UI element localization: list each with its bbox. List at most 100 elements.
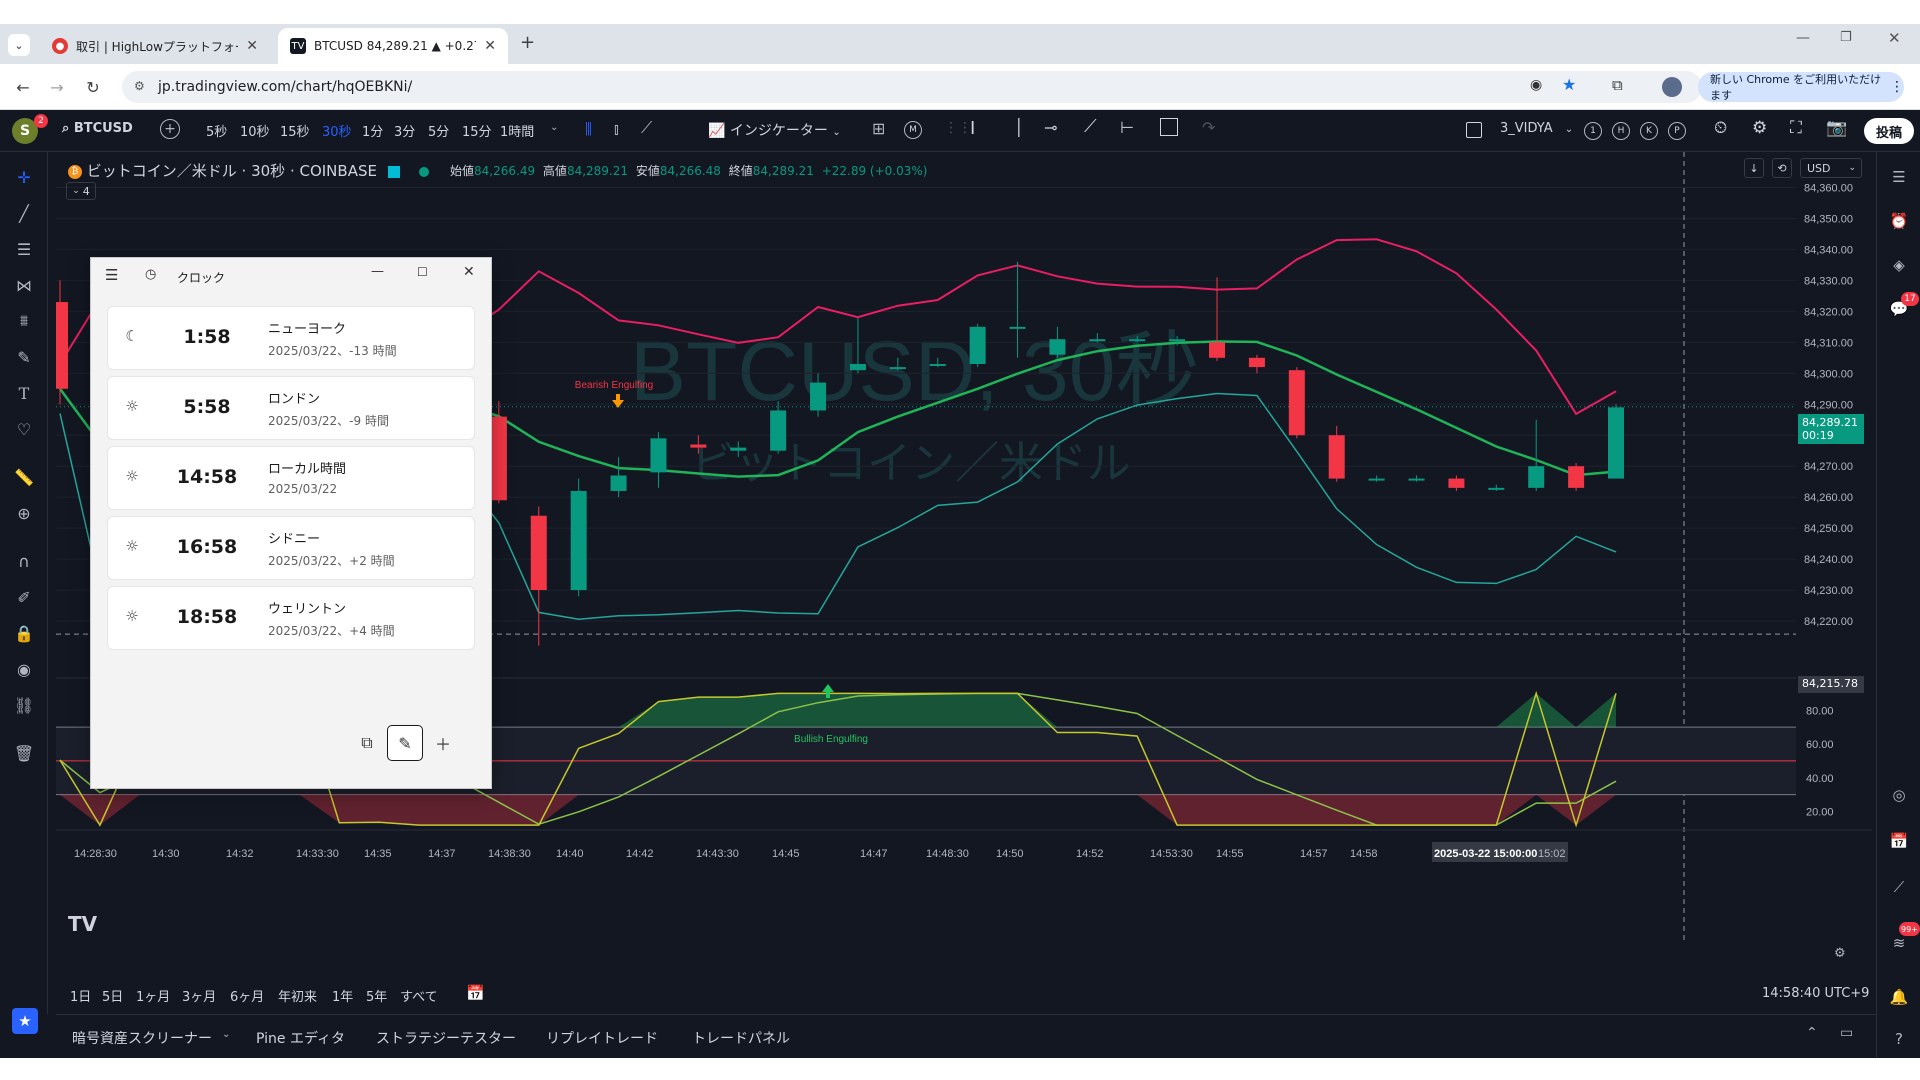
interval-5[interactable]: 3分 xyxy=(394,125,416,140)
text-tool-icon[interactable]: T xyxy=(18,383,30,403)
range-button-0[interactable]: 1日 xyxy=(70,990,92,1005)
range-button-5[interactable]: 年初来 xyxy=(278,990,318,1005)
alert-clock-icon[interactable]: ⏲ xyxy=(1714,118,1728,138)
redo-icon[interactable]: ↷ xyxy=(1202,118,1216,137)
add-clock-button[interactable]: ＋ xyxy=(425,725,461,761)
line-type-icon[interactable]: ⟋ xyxy=(641,118,653,137)
maximize-icon[interactable]: ☐ xyxy=(417,265,428,279)
compare-clocks-button[interactable]: ⧉ xyxy=(349,725,385,761)
scroll-down-icon[interactable]: ↓ xyxy=(1744,158,1764,178)
restore-window-icon[interactable]: ❐ xyxy=(1840,30,1852,45)
favorites-star-button[interactable]: ★ xyxy=(12,1008,38,1034)
close-window-icon[interactable]: ✕ xyxy=(1888,29,1901,47)
bottom-tab-0[interactable]: 暗号資産スクリーナー xyxy=(72,1031,212,1047)
measure-icon[interactable]: ⊢ xyxy=(1120,118,1134,137)
horizontal-ray-icon[interactable]: ⊸ xyxy=(1044,118,1058,137)
bottom-tab-1[interactable]: Pine エディタ xyxy=(256,1031,345,1047)
interval-0[interactable]: 5秒 xyxy=(206,125,228,140)
interval-1[interactable]: 10秒 xyxy=(240,125,270,140)
user-avatar[interactable]: S xyxy=(12,118,38,144)
new-tab-button[interactable]: + xyxy=(520,32,536,53)
extensions-icon[interactable]: ⧉ xyxy=(1612,76,1623,94)
range-button-6[interactable]: 1年 xyxy=(332,990,354,1005)
publish-button[interactable]: 投稿 xyxy=(1864,118,1914,144)
more-menu-icon[interactable]: ⋮ xyxy=(1890,79,1904,95)
close-icon[interactable]: ✕ xyxy=(463,264,475,280)
clock-row[interactable]: ☾ 1:58 ニューヨーク 2025/03/22、-13 時間 xyxy=(107,306,475,370)
pattern-tool-icon[interactable]: ⋈ xyxy=(16,275,32,295)
profile-avatar[interactable] xyxy=(1662,77,1682,97)
vertical-line-icon[interactable]: │ xyxy=(1014,118,1024,137)
fullscreen-icon[interactable]: ⛶ xyxy=(1790,118,1802,138)
clock-row[interactable]: ☼ 5:58 ロンドン 2025/03/22、-9 時間 xyxy=(107,376,475,440)
close-tab-icon[interactable]: ✕ xyxy=(246,38,258,54)
interval-6[interactable]: 5分 xyxy=(428,125,450,140)
reload-icon[interactable]: ↻ xyxy=(86,77,100,97)
interval-7[interactable]: 15分 xyxy=(462,125,492,140)
forward-icon[interactable]: → xyxy=(50,77,64,97)
eye-icon[interactable]: ◉ xyxy=(17,659,31,679)
layout-name[interactable]: 3_VIDYA ⌄ xyxy=(1500,121,1574,136)
tab-highlow[interactable]: ● 取引 | HighLowプラットフォーム ✕ xyxy=(40,28,270,64)
bell-icon[interactable]: 🔔 xyxy=(1889,988,1909,1006)
calendar-icon[interactable]: 📅 xyxy=(1889,832,1909,850)
compare-add-icon[interactable]: + xyxy=(160,119,180,139)
candles-type-icon[interactable]: ⫾ xyxy=(614,120,619,138)
back-icon[interactable]: ← xyxy=(16,77,30,97)
tab-search-button[interactable]: ⌄ xyxy=(8,34,30,56)
fib-tool-icon[interactable]: ☰ xyxy=(16,239,32,259)
target-icon[interactable]: ◎ xyxy=(1892,786,1906,804)
quick-button-2[interactable]: K xyxy=(1640,122,1658,140)
symbol-legend[interactable]: ₿ ビットコイン／米ドル · 30秒 · COINBASE xyxy=(68,160,429,181)
collapse-panel-icon[interactable]: ⌃ xyxy=(1806,1025,1818,1041)
clock-app-window[interactable]: ☰ ◷ クロック — ☐ ✕ ☾ 1:58 ニューヨーク 2025/03/22、-13… xyxy=(90,257,492,789)
text-cursor-icon[interactable]: Ⅰ xyxy=(970,118,976,139)
snapshot-camera-icon[interactable]: 📷 xyxy=(1826,118,1848,138)
interval-2[interactable]: 15秒 xyxy=(280,125,310,140)
quick-button-3[interactable]: P xyxy=(1668,122,1686,140)
layout-select-checkbox[interactable] xyxy=(1466,122,1482,138)
maximize-panel-icon[interactable]: ▭ xyxy=(1840,1025,1854,1041)
clock-titlebar[interactable]: ☰ ◷ クロック — ☐ ✕ xyxy=(91,258,491,294)
help-icon[interactable]: ? xyxy=(1895,1030,1903,1048)
link-icon[interactable]: ⛓ xyxy=(13,695,35,715)
trash-icon[interactable]: 🗑 xyxy=(13,743,35,763)
hamburger-menu-icon[interactable]: ☰ xyxy=(105,266,119,284)
screener-dropdown-icon[interactable]: ⌄ xyxy=(222,1029,231,1040)
chart-trend-icon[interactable]: ⟋ xyxy=(1893,878,1905,896)
sync-icon[interactable]: ⟲ xyxy=(1772,158,1792,178)
trendline-icon[interactable]: ⟋ xyxy=(1084,116,1097,137)
clock-row[interactable]: ☼ 18:58 ウェリントン 2025/03/22、+4 時間 xyxy=(107,586,475,650)
indicators-button[interactable]: 📈 インジケーター ⌄ xyxy=(708,123,841,139)
range-button-7[interactable]: 5年 xyxy=(366,990,388,1005)
crosshair-icon[interactable]: ✛ xyxy=(17,167,31,187)
zoom-in-icon[interactable]: ⊕ xyxy=(17,503,31,523)
range-button-2[interactable]: 1ヶ月 xyxy=(136,990,171,1005)
range-button-3[interactable]: 3ヶ月 xyxy=(182,990,217,1005)
watchlist-icon[interactable]: ☰ xyxy=(1892,168,1906,186)
range-button-1[interactable]: 5日 xyxy=(102,990,124,1005)
layers-icon[interactable]: ◈ xyxy=(1893,256,1905,274)
lock-icon[interactable]: 🔒 xyxy=(14,623,34,643)
symbol-search-button[interactable]: ⌕ BTCUSD xyxy=(62,121,133,136)
bar-chart-type-icon[interactable]: ⫼ xyxy=(585,120,592,138)
bookmark-star-icon[interactable]: ★ xyxy=(1562,75,1577,94)
indicators-collapse-button[interactable]: ⌄ 4 xyxy=(66,182,96,200)
interval-dropdown-icon[interactable]: ⌄ xyxy=(550,122,559,133)
brush-tool-icon[interactable]: ✎ xyxy=(17,347,31,367)
bottom-tab-3[interactable]: リプレイトレード xyxy=(546,1031,658,1047)
tab-tradingview[interactable]: TV BTCUSD 84,289.21 ▲ +0.27% 3 ✕ xyxy=(278,28,508,64)
eye-off-icon[interactable]: ◉ xyxy=(1530,77,1543,93)
stay-drawing-icon[interactable]: ✐ xyxy=(17,587,31,607)
rectangle-icon[interactable] xyxy=(1160,118,1178,136)
forecast-tool-icon[interactable]: ⩩ xyxy=(19,311,29,330)
url-field[interactable]: ⚙ jp.tradingview.com/chart/hqOEBKNi/ ◉ ★… xyxy=(122,71,1702,103)
clock-time[interactable]: 14:58:40 UTC+9 xyxy=(1762,986,1869,1001)
interval-3[interactable]: 30秒 xyxy=(322,125,352,140)
new-chrome-available-button[interactable]: 新しい Chrome をご利用いただけます ⋮ xyxy=(1698,72,1904,102)
heart-icon[interactable]: ♡ xyxy=(16,419,32,439)
close-tab-icon[interactable]: ✕ xyxy=(484,38,496,54)
site-info-icon[interactable]: ⚙ xyxy=(134,79,145,93)
clock-row[interactable]: ☼ 14:58 ローカル時間 2025/03/22 xyxy=(107,446,475,510)
edit-clocks-button[interactable]: ✎ xyxy=(387,725,423,761)
